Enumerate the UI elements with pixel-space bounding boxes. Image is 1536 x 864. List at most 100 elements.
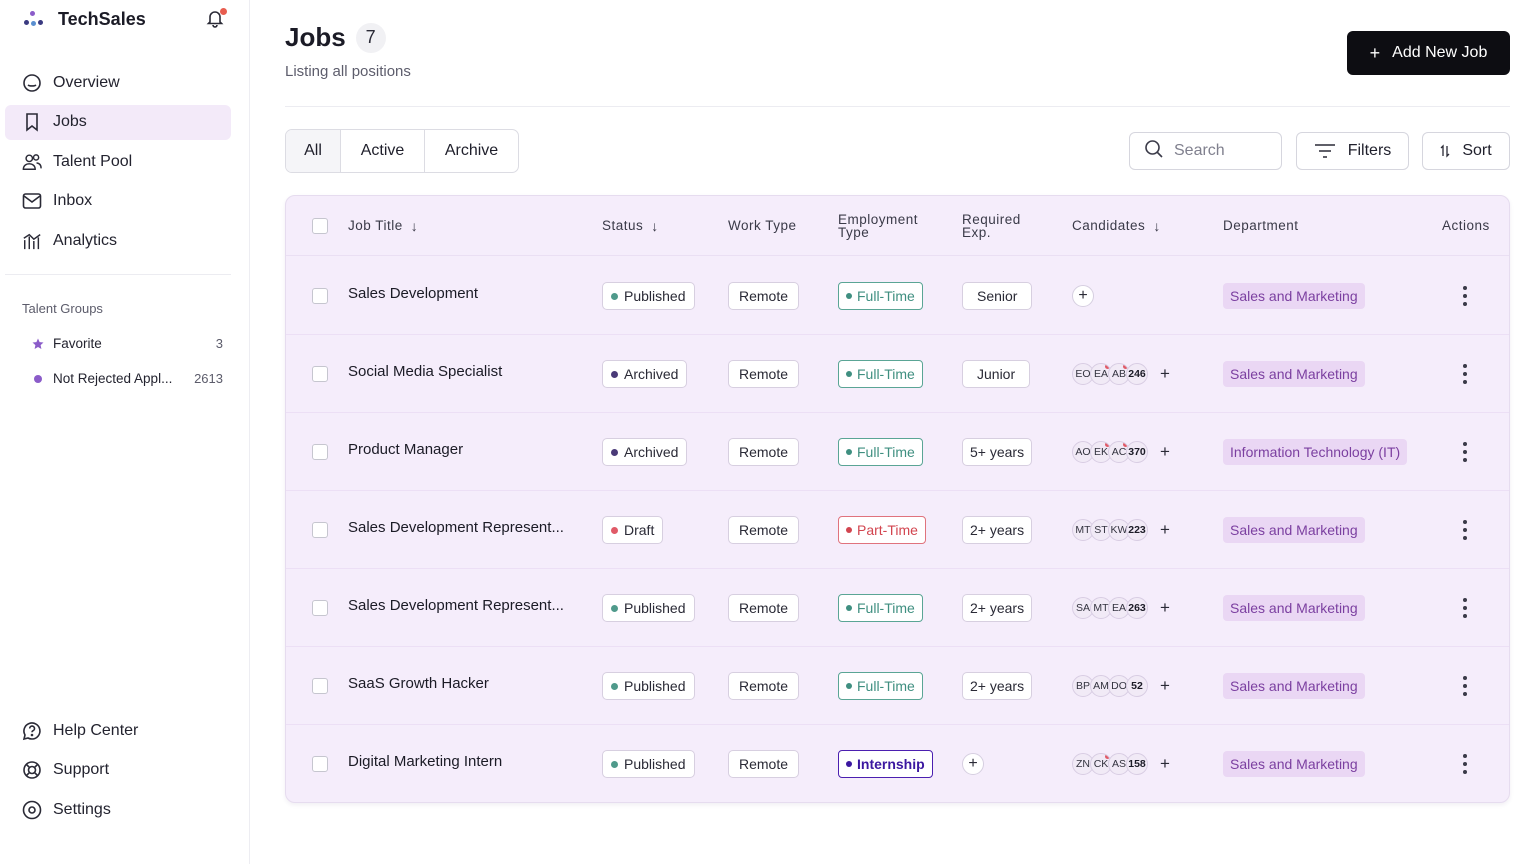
more-actions-icon[interactable]	[1455, 596, 1475, 620]
row-checkbox[interactable]	[312, 522, 328, 538]
sidebar-item-help-center[interactable]: Help Center	[5, 713, 155, 748]
add-candidate-button[interactable]: +	[1160, 364, 1170, 383]
table-row[interactable]: SaaS Growth Hacker Published Remote Full-Ti…	[286, 647, 1509, 725]
candidate-avatars[interactable]: BP AM DO 52	[1072, 675, 1148, 697]
col-job-title-label: Job Title	[348, 218, 403, 234]
required-exp-badge: Senior	[962, 282, 1033, 310]
more-actions-icon[interactable]	[1455, 284, 1475, 308]
status-label: Published	[624, 756, 686, 772]
table-row[interactable]: Sales Development Published Remote Full-Tim…	[286, 257, 1509, 335]
more-actions-icon[interactable]	[1455, 752, 1475, 776]
tab-archive[interactable]: Archive	[444, 142, 499, 159]
employment-type-cell: Full-Time	[838, 257, 923, 335]
row-checkbox-cell	[312, 257, 328, 335]
talent-group-item[interactable]: Not Rejected Appl... 2613	[0, 361, 249, 396]
overview-icon	[22, 73, 42, 93]
add-candidate-button[interactable]: +	[1072, 285, 1094, 307]
job-title-cell: Sales Development Represent...	[348, 491, 564, 569]
search-input[interactable]	[1174, 142, 1274, 160]
more-actions-icon[interactable]	[1455, 518, 1475, 542]
col-job-title[interactable]: Job Title ↓	[348, 196, 418, 256]
row-checkbox[interactable]	[312, 444, 328, 460]
employment-type-cell: Full-Time	[838, 413, 923, 491]
sidebar-item-jobs[interactable]: Jobs	[5, 104, 231, 140]
actions-cell	[1455, 491, 1475, 569]
col-status[interactable]: Status ↓	[602, 196, 659, 256]
col-candidates[interactable]: Candidates ↓	[1072, 196, 1161, 256]
add-exp-button[interactable]: +	[962, 753, 984, 775]
table-row[interactable]: Sales Development Represent... Published R…	[286, 569, 1509, 647]
tab-all[interactable]: All	[286, 130, 341, 172]
row-checkbox[interactable]	[312, 756, 328, 772]
candidate-count-label: 370	[1128, 446, 1146, 458]
job-title[interactable]: SaaS Growth Hacker	[348, 674, 489, 692]
talent-group-item[interactable]: Favorite 3	[0, 326, 249, 361]
more-actions-icon[interactable]	[1455, 362, 1475, 386]
talent-group-count: 3	[215, 336, 223, 351]
table-row[interactable]: Sales Development Represent... Draft Remot…	[286, 491, 1509, 569]
notification-bell-icon[interactable]	[205, 8, 227, 30]
avatar: AB	[1108, 363, 1130, 385]
candidate-avatars[interactable]: ZN CK AS 158	[1072, 753, 1148, 775]
search-box[interactable]	[1129, 132, 1282, 170]
sidebar-item-support[interactable]: Support	[5, 753, 155, 788]
add-candidate-button[interactable]: +	[1160, 520, 1170, 539]
candidates-cell: AO EK AC 370 +	[1072, 413, 1176, 491]
sidebar-item-settings[interactable]: Settings	[5, 792, 155, 827]
status-badge: Published	[602, 594, 695, 622]
add-new-job-button[interactable]: + Add New Job	[1347, 31, 1510, 75]
candidate-count: 223	[1126, 519, 1148, 541]
candidate-count: 263	[1126, 597, 1148, 619]
sort-button[interactable]: Sort	[1422, 132, 1510, 170]
avatar-initials: AO	[1075, 446, 1091, 458]
department-badge: Information Technology (IT)	[1223, 439, 1408, 465]
talent-group-label: Favorite	[53, 336, 102, 351]
job-title[interactable]: Sales Development	[348, 284, 479, 302]
row-checkbox[interactable]	[312, 678, 328, 694]
tab-active[interactable]: Active	[341, 130, 425, 172]
status-label: Archived	[624, 366, 679, 382]
avatar-initials: MT	[1075, 524, 1091, 536]
row-checkbox[interactable]	[312, 288, 328, 304]
candidates-cell: EO EA AB 246 +	[1072, 335, 1176, 413]
add-candidate-button[interactable]: +	[1160, 442, 1170, 461]
candidate-avatars[interactable]: AO EK AC 370	[1072, 441, 1148, 463]
select-all-checkbox[interactable]	[312, 218, 328, 234]
department-cell: Sales and Marketing	[1223, 491, 1365, 569]
candidate-avatars[interactable]: EO EA AB 246	[1072, 363, 1148, 385]
avatar-initials: EK	[1093, 446, 1108, 458]
mail-icon	[22, 191, 42, 211]
sidebar-item-analytics[interactable]: Analytics	[5, 223, 244, 258]
work-type-badge: Remote	[728, 516, 800, 544]
page-header: Jobs 7 Listing all positions	[285, 22, 411, 80]
sidebar-item-inbox[interactable]: Inbox	[5, 184, 244, 219]
more-actions-icon[interactable]	[1455, 674, 1475, 698]
add-candidate-button[interactable]: +	[1160, 754, 1170, 773]
lifebuoy-icon	[22, 760, 42, 780]
col-status-label: Status	[602, 218, 644, 234]
sidebar-item-overview[interactable]: Overview	[5, 65, 244, 100]
sidebar-item-talent-pool[interactable]: Talent Pool	[5, 144, 244, 179]
job-title[interactable]: Sales Development Represent...	[348, 596, 564, 614]
row-checkbox[interactable]	[312, 366, 328, 382]
filters-button[interactable]: Filters	[1296, 132, 1409, 170]
table-row[interactable]: Digital Marketing Intern Published Remote I…	[286, 725, 1509, 802]
more-actions-icon[interactable]	[1455, 440, 1475, 464]
work-type-badge: Remote	[728, 750, 800, 778]
work-type-badge: Remote	[728, 438, 800, 466]
job-title[interactable]: Social Media Specialist	[348, 362, 503, 380]
candidate-avatars[interactable]: MT ST KW 223	[1072, 519, 1148, 541]
job-title[interactable]: Digital Marketing Intern	[348, 752, 503, 770]
table-row[interactable]: Product Manager Archived Remote Full-Time 5+…	[286, 413, 1509, 491]
add-candidate-button[interactable]: +	[1160, 676, 1170, 695]
job-title[interactable]: Product Manager	[348, 440, 464, 458]
col-required-exp-label-1: Required	[962, 211, 1021, 227]
job-title[interactable]: Sales Development Represent...	[348, 518, 564, 536]
row-checkbox[interactable]	[312, 600, 328, 616]
candidate-avatars[interactable]: SA MT EA 263	[1072, 597, 1148, 619]
table-row[interactable]: Social Media Specialist Archived Remote Ful…	[286, 335, 1509, 413]
add-candidate-button[interactable]: +	[1160, 598, 1170, 617]
row-checkbox-cell	[312, 647, 328, 725]
row-checkbox-cell	[312, 413, 328, 491]
actions-cell	[1455, 257, 1475, 335]
